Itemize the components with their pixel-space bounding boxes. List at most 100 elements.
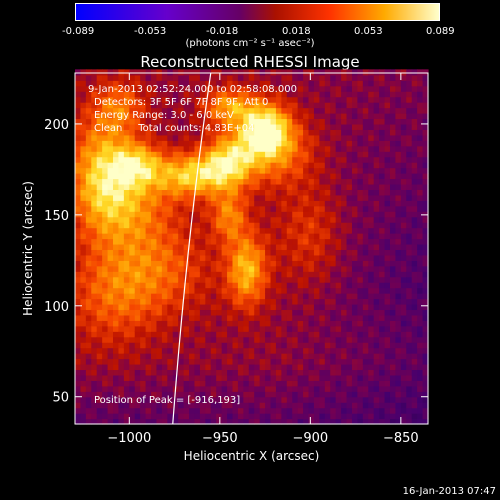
heatmap-cell xyxy=(167,85,174,92)
heatmap-cell xyxy=(308,287,315,294)
heatmap-cell xyxy=(254,265,261,272)
heatmap-cell xyxy=(362,358,369,365)
heatmap-cell xyxy=(368,211,375,218)
heatmap-cell xyxy=(194,233,201,240)
heatmap-cell xyxy=(140,276,147,283)
heatmap-cell xyxy=(346,331,353,338)
heatmap-cell xyxy=(129,369,136,376)
heatmap-cell xyxy=(324,353,331,360)
heatmap-cell xyxy=(384,276,391,283)
heatmap-cell xyxy=(275,254,282,261)
heatmap-cell xyxy=(395,194,402,201)
heatmap-cell xyxy=(335,162,342,169)
heatmap-cell xyxy=(422,227,429,234)
heatmap-cell xyxy=(313,369,320,376)
heatmap-cell xyxy=(156,353,163,360)
heatmap-cell xyxy=(210,194,217,201)
heatmap-cell xyxy=(85,282,92,289)
heatmap-cell xyxy=(183,194,190,201)
heatmap-cell xyxy=(156,385,163,392)
heatmap-cell xyxy=(210,396,217,403)
heatmap-cell xyxy=(265,391,272,398)
heatmap-cell xyxy=(102,254,109,261)
heatmap-cell xyxy=(199,271,206,278)
heatmap-cell xyxy=(189,80,196,87)
heatmap-cell xyxy=(411,107,418,114)
heatmap-cell xyxy=(102,391,109,398)
heatmap-cell xyxy=(167,282,174,289)
heatmap-cell xyxy=(216,293,223,300)
heatmap-cell xyxy=(417,358,424,365)
heatmap-cell xyxy=(134,74,141,81)
heatmap-cell xyxy=(80,325,87,332)
heatmap-cell xyxy=(357,80,364,87)
heatmap-cell xyxy=(379,243,386,251)
heatmap-cell xyxy=(308,320,315,327)
heatmap-cell xyxy=(210,353,217,360)
heatmap-cell xyxy=(395,265,402,272)
heatmap-cell xyxy=(248,113,255,120)
heatmap-cell xyxy=(85,194,92,201)
heatmap-cell xyxy=(172,249,179,256)
heatmap-cell xyxy=(237,342,244,349)
heatmap-cell xyxy=(417,413,424,420)
heatmap-cell xyxy=(156,91,163,98)
heatmap-cell xyxy=(210,173,217,180)
heatmap-cell xyxy=(199,282,206,289)
heatmap-cell xyxy=(80,162,87,169)
heatmap-cell xyxy=(134,396,141,403)
heatmap-cell xyxy=(373,396,380,403)
heatmap-cell xyxy=(308,402,315,409)
heatmap-cell xyxy=(417,74,424,81)
heatmap-cell xyxy=(313,413,320,420)
heatmap-cell xyxy=(113,374,120,381)
heatmap-cell xyxy=(194,140,201,147)
heatmap-cell xyxy=(368,173,375,180)
heatmap-cell xyxy=(118,320,125,327)
heatmap-cell xyxy=(91,151,98,158)
heatmap-cell xyxy=(178,200,185,207)
heatmap-cell xyxy=(379,363,386,371)
heatmap-cell xyxy=(167,118,174,125)
heatmap-cell xyxy=(373,380,380,387)
heatmap-cell xyxy=(189,298,196,305)
heatmap-cell xyxy=(123,102,130,109)
heatmap-cell xyxy=(199,265,206,272)
heatmap-cell xyxy=(270,243,277,251)
heatmap-cell xyxy=(286,293,293,300)
heatmap-cell xyxy=(96,91,103,98)
heatmap-cell xyxy=(107,402,114,409)
heatmap-cell xyxy=(107,413,114,420)
heatmap-cell xyxy=(357,189,364,196)
heatmap-cell xyxy=(303,265,310,272)
heatmap-cell xyxy=(275,183,282,190)
heatmap-cell xyxy=(303,69,310,76)
heatmap-cell xyxy=(319,396,326,403)
heatmap-cell xyxy=(368,303,375,311)
heatmap-cell xyxy=(161,233,168,240)
heatmap-cell xyxy=(227,276,234,283)
heatmap-cell xyxy=(75,113,82,120)
heatmap-cell xyxy=(346,140,353,147)
heatmap-cell xyxy=(313,211,320,218)
heatmap-cell xyxy=(292,173,299,180)
heatmap-cell xyxy=(275,205,282,212)
heatmap-cell xyxy=(286,374,293,381)
heatmap-cell xyxy=(335,342,342,349)
heatmap-cell xyxy=(227,91,234,98)
heatmap-cell xyxy=(292,113,299,120)
heatmap-cell xyxy=(384,118,391,125)
heatmap-cell xyxy=(85,205,92,212)
heatmap-cell xyxy=(265,222,272,229)
heatmap-cell xyxy=(308,85,315,92)
heatmap-cell xyxy=(172,303,179,311)
heatmap-cell xyxy=(379,216,386,223)
heatmap-cell xyxy=(324,74,331,81)
heatmap-cell xyxy=(227,358,234,365)
heatmap-cell xyxy=(400,391,407,398)
heatmap-cell xyxy=(91,369,98,376)
heatmap-cell xyxy=(395,309,402,316)
heatmap-cell xyxy=(80,385,87,392)
heatmap-cell xyxy=(406,369,413,376)
heatmap-cell xyxy=(178,227,185,234)
